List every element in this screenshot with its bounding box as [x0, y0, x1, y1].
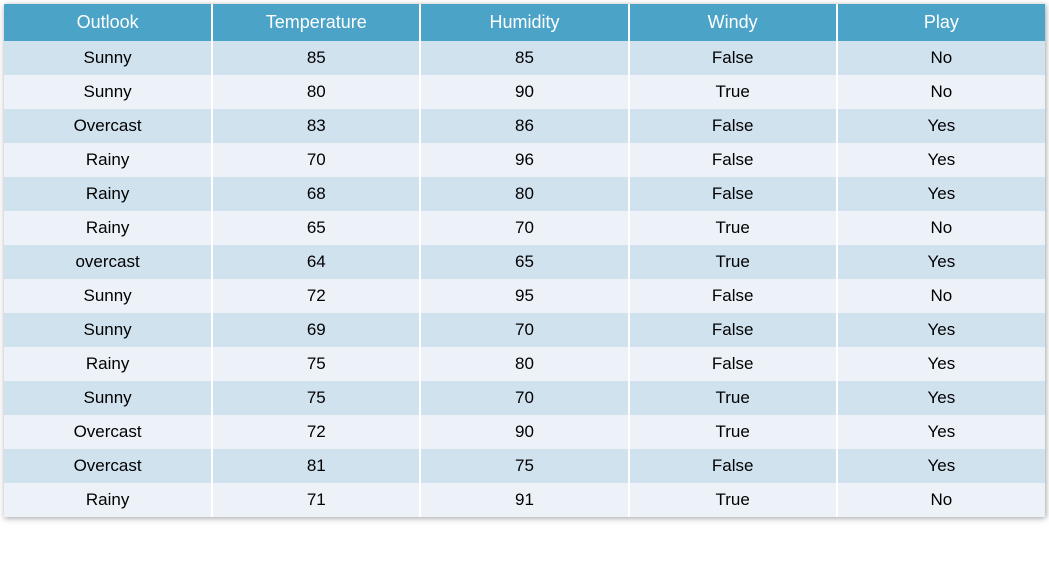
- table-cell: 75: [212, 381, 420, 415]
- table-row: Sunny7570TrueYes: [4, 381, 1045, 415]
- table-cell: 96: [420, 143, 628, 177]
- table-header: Outlook Temperature Humidity Windy Play: [4, 4, 1045, 41]
- table-cell: 90: [420, 415, 628, 449]
- table-cell: 69: [212, 313, 420, 347]
- data-table: Outlook Temperature Humidity Windy Play …: [4, 4, 1045, 517]
- table-cell: 70: [420, 313, 628, 347]
- table-cell: No: [837, 211, 1045, 245]
- table-cell: No: [837, 41, 1045, 75]
- table-cell: 85: [212, 41, 420, 75]
- table-cell: Overcast: [4, 449, 212, 483]
- table-cell: 72: [212, 415, 420, 449]
- table-cell: 70: [420, 211, 628, 245]
- table-cell: 80: [212, 75, 420, 109]
- col-header-windy: Windy: [629, 4, 837, 41]
- table-cell: 86: [420, 109, 628, 143]
- table-cell: False: [629, 313, 837, 347]
- table-row: Rainy6570TrueNo: [4, 211, 1045, 245]
- table-cell: Rainy: [4, 211, 212, 245]
- table-cell: 75: [420, 449, 628, 483]
- table-cell: Sunny: [4, 279, 212, 313]
- table-row: Rainy6880FalseYes: [4, 177, 1045, 211]
- table-cell: True: [629, 75, 837, 109]
- table-cell: Overcast: [4, 109, 212, 143]
- table-cell: False: [629, 143, 837, 177]
- table-cell: False: [629, 347, 837, 381]
- table-cell: 95: [420, 279, 628, 313]
- table-cell: Rainy: [4, 143, 212, 177]
- table-cell: Rainy: [4, 483, 212, 517]
- table-row: Sunny8585FalseNo: [4, 41, 1045, 75]
- table-cell: True: [629, 381, 837, 415]
- table-cell: False: [629, 449, 837, 483]
- table-cell: 65: [212, 211, 420, 245]
- table-cell: Rainy: [4, 177, 212, 211]
- table-row: Sunny7295FalseNo: [4, 279, 1045, 313]
- table-cell: False: [629, 177, 837, 211]
- table-body: Sunny8585FalseNoSunny8090TrueNoOvercast8…: [4, 41, 1045, 517]
- col-header-humidity: Humidity: [420, 4, 628, 41]
- table-cell: 65: [420, 245, 628, 279]
- table-cell: 80: [420, 177, 628, 211]
- header-row: Outlook Temperature Humidity Windy Play: [4, 4, 1045, 41]
- table-cell: No: [837, 75, 1045, 109]
- weather-play-table: Outlook Temperature Humidity Windy Play …: [4, 4, 1045, 517]
- table-cell: True: [629, 483, 837, 517]
- table-row: Rainy7580FalseYes: [4, 347, 1045, 381]
- table-cell: 70: [420, 381, 628, 415]
- table-cell: Overcast: [4, 415, 212, 449]
- table-row: Rainy7191TrueNo: [4, 483, 1045, 517]
- col-header-play: Play: [837, 4, 1045, 41]
- table-cell: Sunny: [4, 381, 212, 415]
- table-row: Sunny6970FalseYes: [4, 313, 1045, 347]
- table-cell: 70: [212, 143, 420, 177]
- table-cell: Yes: [837, 347, 1045, 381]
- table-cell: True: [629, 415, 837, 449]
- table-cell: Yes: [837, 313, 1045, 347]
- table-row: Sunny8090TrueNo: [4, 75, 1045, 109]
- table-cell: True: [629, 245, 837, 279]
- table-cell: 83: [212, 109, 420, 143]
- table-cell: False: [629, 41, 837, 75]
- table-cell: Yes: [837, 177, 1045, 211]
- table-cell: False: [629, 279, 837, 313]
- table-cell: Yes: [837, 109, 1045, 143]
- table-cell: False: [629, 109, 837, 143]
- table-row: Overcast8386FalseYes: [4, 109, 1045, 143]
- table-cell: Yes: [837, 449, 1045, 483]
- table-cell: 72: [212, 279, 420, 313]
- table-cell: 80: [420, 347, 628, 381]
- table-cell: No: [837, 279, 1045, 313]
- table-cell: Yes: [837, 415, 1045, 449]
- table-cell: Sunny: [4, 41, 212, 75]
- table-cell: 91: [420, 483, 628, 517]
- table-cell: 85: [420, 41, 628, 75]
- col-header-outlook: Outlook: [4, 4, 212, 41]
- table-row: Rainy7096FalseYes: [4, 143, 1045, 177]
- table-cell: 90: [420, 75, 628, 109]
- table-row: overcast6465TrueYes: [4, 245, 1045, 279]
- table-cell: No: [837, 483, 1045, 517]
- table-cell: Sunny: [4, 313, 212, 347]
- table-cell: 75: [212, 347, 420, 381]
- table-cell: Rainy: [4, 347, 212, 381]
- table-cell: Sunny: [4, 75, 212, 109]
- table-cell: 64: [212, 245, 420, 279]
- table-row: Overcast8175FalseYes: [4, 449, 1045, 483]
- table-cell: overcast: [4, 245, 212, 279]
- table-cell: Yes: [837, 143, 1045, 177]
- table-cell: True: [629, 211, 837, 245]
- col-header-temperature: Temperature: [212, 4, 420, 41]
- table-cell: 81: [212, 449, 420, 483]
- table-cell: Yes: [837, 245, 1045, 279]
- table-row: Overcast7290TrueYes: [4, 415, 1045, 449]
- table-cell: 68: [212, 177, 420, 211]
- table-cell: 71: [212, 483, 420, 517]
- table-cell: Yes: [837, 381, 1045, 415]
